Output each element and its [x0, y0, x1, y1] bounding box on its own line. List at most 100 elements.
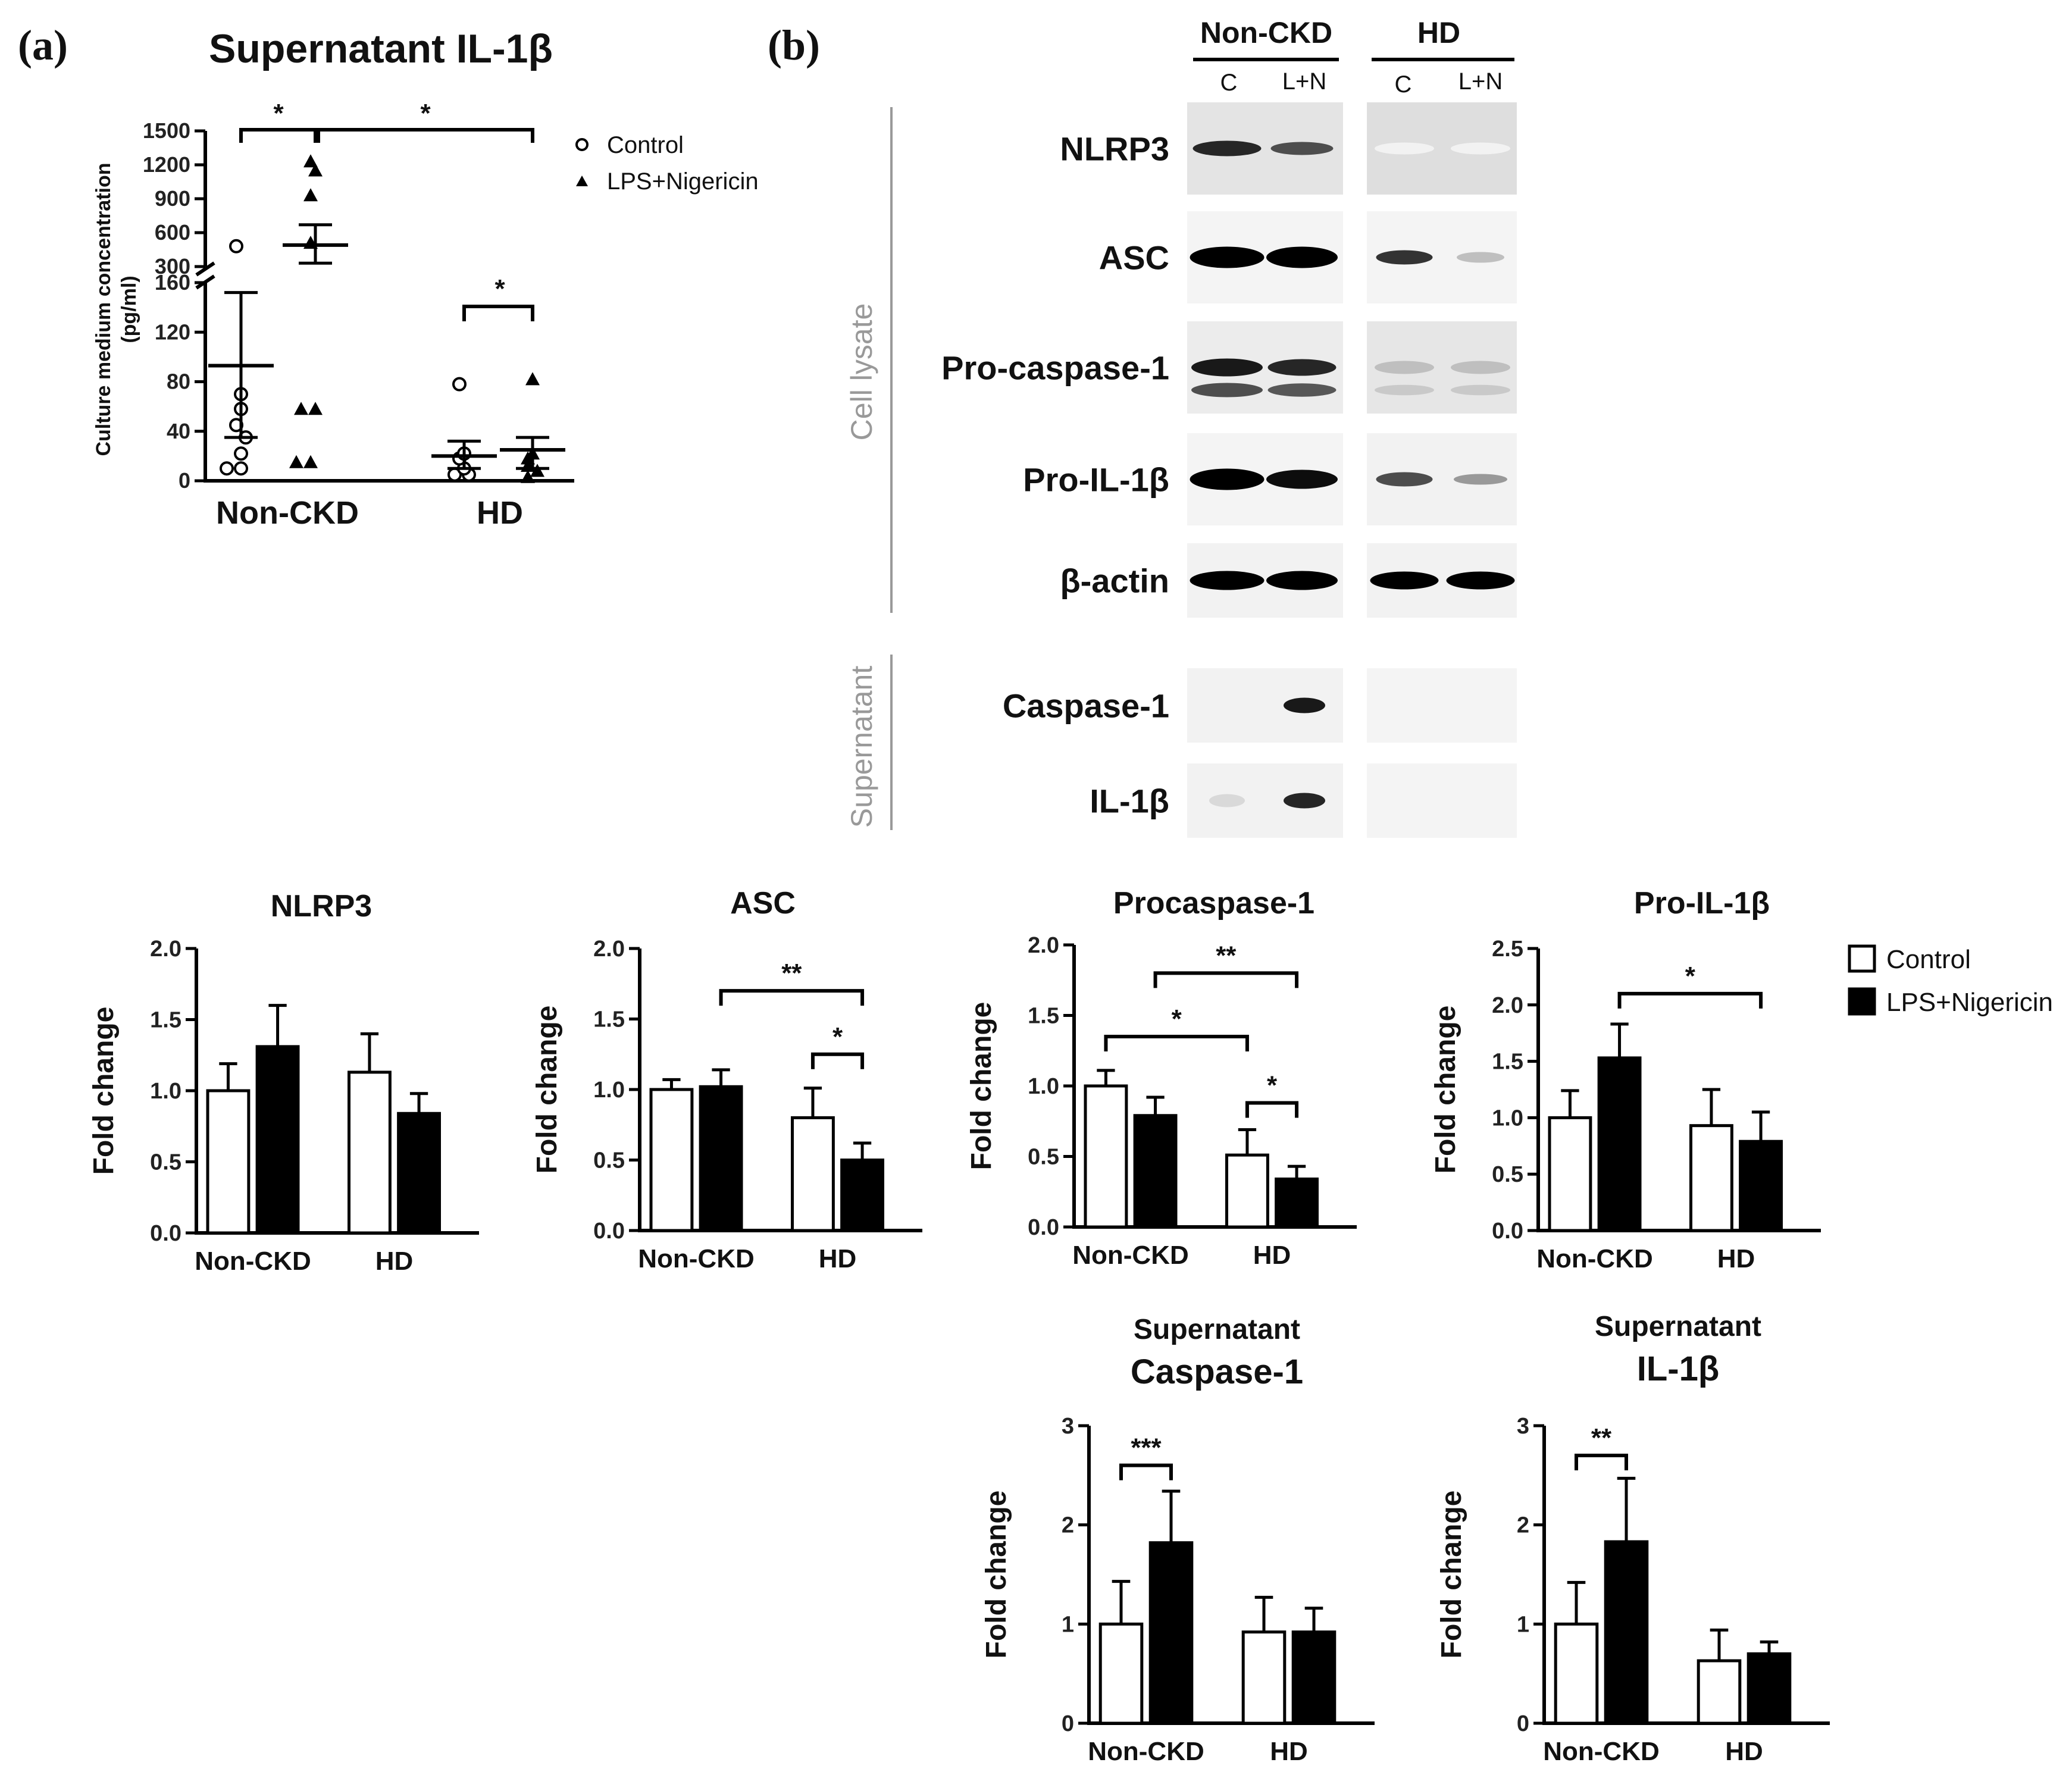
- bar-chart-tick-label: 0.0: [593, 1219, 625, 1244]
- bar-chart-ylabel: Fold change: [1436, 1491, 1467, 1659]
- scatter-point-lps: [303, 455, 318, 468]
- wb-band: [1270, 142, 1334, 155]
- bar-chart-title-line1: Supernatant: [1595, 1311, 1761, 1342]
- bar-chart-category-label: Non-CKD: [638, 1244, 755, 1273]
- bar-chart-category-label: Non-CKD: [1543, 1737, 1660, 1766]
- bar-lps: [1747, 1652, 1792, 1725]
- bar-chart-category-label: HD: [1253, 1241, 1291, 1270]
- scatter-tick-label: 0: [179, 468, 190, 493]
- bar-lps: [1604, 1540, 1649, 1725]
- bar-lps: [255, 1045, 300, 1235]
- significance-label: *: [1172, 1004, 1182, 1034]
- wb-band: [1375, 142, 1434, 155]
- bar-chart-ylabel: Fold change: [531, 1006, 563, 1174]
- wb-strip-hd: [1367, 763, 1517, 838]
- bar-chart-supernatant-il-1-: Supernatant IL-1β Fold change 0 1 2 3 Non-CKD HD…: [1436, 1311, 1830, 1766]
- wb-band: [1376, 250, 1433, 265]
- scatter-group-label-nonckd: Non-CKD: [216, 495, 359, 531]
- wb-band: [1266, 571, 1338, 590]
- scatter-point-lps: [530, 464, 544, 477]
- significance-bracket: [1617, 991, 1763, 1009]
- bar-control: [1098, 1622, 1144, 1725]
- bar-control: [1084, 1084, 1128, 1229]
- scatter-group-label-hd: HD: [477, 495, 523, 531]
- bar-control: [1241, 1630, 1287, 1725]
- wb-band: [1191, 383, 1263, 397]
- wb-row-label: Caspase-1: [1003, 687, 1169, 725]
- bar-chart-tick-label: 1: [1517, 1612, 1529, 1637]
- scatter-tick-label: 600: [155, 220, 190, 245]
- bar-control: [348, 1070, 392, 1235]
- scatter-point-control: [234, 461, 248, 476]
- bar-chart-tick-label: 0.5: [593, 1148, 625, 1173]
- bar-chart-tick-label: 2.5: [1492, 937, 1523, 962]
- bar-charts: NLRP3 Fold change 0.0 0.5 1.0 1.5 2.0 Non-CKD HD…: [88, 886, 1830, 1766]
- bar-chart-ylabel: Fold change: [966, 1002, 997, 1170]
- wb-band: [1376, 472, 1433, 487]
- wb-band: [1375, 384, 1434, 396]
- wb-band: [1457, 252, 1504, 263]
- bar-chart-title: ASC: [730, 886, 796, 921]
- bar-chart-category-label: Non-CKD: [195, 1247, 311, 1276]
- bar-control: [1689, 1124, 1733, 1232]
- wb-row-label: β-actin: [1060, 562, 1169, 600]
- bar-chart-category-label: HD: [1725, 1737, 1763, 1766]
- panel-label-b: (b): [768, 21, 820, 69]
- bar-chart-title-line2: Caspase-1: [1131, 1353, 1303, 1391]
- scatter-tick-label: 40: [167, 419, 190, 443]
- significance-bracket: [810, 1052, 865, 1069]
- bar-legend-lps-swatch: [1848, 987, 1876, 1016]
- sig-bracket-a2: [317, 128, 534, 143]
- bar-control: [1225, 1153, 1269, 1229]
- significance-bracket: [1245, 1101, 1299, 1118]
- bar-chart-category-label: HD: [819, 1244, 857, 1273]
- bar-chart-title-line2: IL-1β: [1637, 1350, 1720, 1388]
- bar-control: [1548, 1116, 1592, 1232]
- bar-chart-tick-label: 0.5: [150, 1150, 181, 1175]
- bar-chart-title: NLRP3: [271, 889, 372, 923]
- bar-chart-tick-label: 0: [1517, 1711, 1529, 1736]
- scatter-point-lps: [289, 455, 303, 468]
- scatter-point-control: [452, 377, 467, 392]
- bar-chart-nlrp3: NLRP3 Fold change 0.0 0.5 1.0 1.5 2.0 Non-CKD HD: [88, 889, 479, 1276]
- bar-chart-tick-label: 0: [1062, 1711, 1074, 1736]
- scatter-tick-label: 160: [155, 270, 190, 295]
- wb-band: [1190, 246, 1265, 268]
- bar-chart-tick-label: 0.0: [150, 1221, 181, 1246]
- bar-control: [1697, 1659, 1742, 1725]
- significance-label: *: [1267, 1070, 1278, 1100]
- significance-label: **: [1591, 1423, 1612, 1452]
- bar-chart-tick-label: 1.5: [1492, 1050, 1523, 1075]
- wb-header-nonckd: Non-CKD: [1200, 16, 1332, 49]
- bar-lps: [1148, 1541, 1194, 1725]
- wb-band: [1191, 358, 1263, 377]
- significance-bracket: [1153, 971, 1299, 988]
- bar-chart-tick-label: 2.0: [150, 937, 181, 962]
- scatter-points: [208, 154, 565, 483]
- bar-chart-tick-label: 1.0: [593, 1078, 625, 1103]
- western-panel: Non-CKD HD C L+N C L+N Cell lysate Super…: [845, 16, 1517, 838]
- panel-label-a: (a): [18, 21, 68, 69]
- bar-chart-ylabel: Fold change: [981, 1491, 1012, 1659]
- scatter-legend-lps: LPS+Nigericin: [607, 168, 759, 195]
- bar-chart-tick-label: 3: [1062, 1414, 1074, 1439]
- wb-lane-c-1: C: [1220, 70, 1238, 96]
- bar-chart-tick-label: 2.0: [593, 937, 625, 962]
- bar-chart-tick-label: 2: [1062, 1513, 1074, 1538]
- scatter-point-lps: [303, 188, 318, 202]
- bar-chart-tick-label: 1.5: [1028, 1004, 1059, 1029]
- scatter-point-control: [220, 461, 234, 476]
- wb-band: [1284, 793, 1325, 809]
- bar-chart-tick-label: 1: [1062, 1612, 1074, 1637]
- wb-band: [1451, 384, 1510, 396]
- significance-label: ***: [1131, 1433, 1162, 1463]
- scatter-point-lps: [525, 372, 540, 386]
- sig-bracket-a3: [462, 305, 534, 321]
- bar-chart-category-label: Non-CKD: [1072, 1241, 1189, 1270]
- bar-chart-tick-label: 3: [1517, 1414, 1529, 1439]
- bar-lps: [840, 1159, 884, 1232]
- sig-label-a3: *: [494, 274, 505, 303]
